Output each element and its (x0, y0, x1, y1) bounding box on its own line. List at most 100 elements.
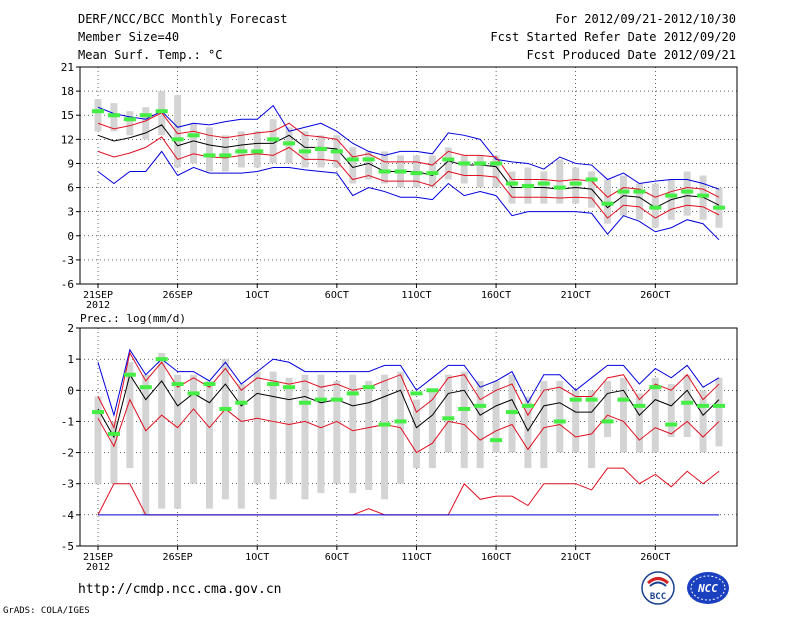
prec-median-mark (92, 410, 104, 415)
temp-std-upper-line (97, 112, 720, 198)
prec-median-mark (569, 397, 582, 402)
prec-box (444, 374, 452, 453)
prec-box (190, 374, 198, 484)
prec-box (142, 374, 150, 515)
temp-box (444, 147, 452, 180)
prec-std-lower-line (97, 398, 720, 454)
prec-xtick-label: 11OCT (401, 552, 431, 563)
chart-title: DERF/NCC/BCC Monthly Forecast (78, 12, 288, 26)
prec-ytick-label: -3 (61, 478, 74, 491)
prec-box (715, 377, 723, 447)
temp-box (253, 131, 261, 168)
prec-median-mark (506, 410, 518, 415)
temp-median-mark (139, 113, 152, 118)
prec-median-mark (697, 403, 710, 408)
temp-median-mark (283, 141, 296, 146)
prec-median-mark (474, 403, 487, 408)
temp-ytick-label: 3 (67, 206, 74, 219)
prec-box (540, 380, 548, 469)
prec-ytick-label: -4 (61, 509, 75, 522)
temp-median-mark (92, 109, 104, 114)
prec-ytick-label: 0 (67, 384, 74, 397)
temp-median-mark (490, 161, 503, 166)
temp-xtick-label: 16OCT (481, 290, 511, 301)
temp-median-mark (633, 189, 646, 194)
temp-box (126, 111, 134, 136)
temp-box (190, 123, 198, 164)
prec-xtick-label: 26SEP (163, 552, 193, 563)
temp-median-mark (330, 149, 343, 154)
prec-box (365, 380, 373, 490)
prec-median-mark (267, 382, 280, 387)
temp-frame (79, 66, 738, 285)
prec-median-mark (362, 385, 375, 390)
prec-median-mark (203, 382, 216, 387)
temp-median-mark (617, 189, 630, 194)
prec-box (635, 393, 643, 453)
prec-box (619, 377, 627, 453)
temp-box (94, 99, 102, 132)
prec-xtick-label: 26OCT (640, 552, 670, 563)
temp-median-mark (219, 153, 232, 158)
prec-median-mark (713, 403, 725, 408)
prec-median-mark (394, 419, 407, 424)
prec-box (683, 374, 691, 437)
temp-median-mark (458, 161, 471, 166)
source-url[interactable]: http://cmdp.ncc.cma.gov.cn (78, 582, 282, 597)
prec-box (301, 374, 309, 500)
prec-median-mark (490, 438, 503, 443)
prec-median-mark (617, 397, 630, 402)
prec-median-mark (426, 388, 439, 393)
temp-ytick-label: -3 (61, 254, 74, 267)
temp-box (604, 179, 612, 224)
prec-box (381, 374, 389, 500)
prec-box (110, 421, 118, 484)
temp-xtick-label: 21OCT (561, 290, 591, 301)
temp-median-mark (155, 109, 168, 114)
temp-median-mark (203, 153, 216, 158)
temp-median-mark (346, 157, 359, 162)
variable-label: Mean Surf. Temp.: °C (78, 48, 223, 62)
temp-box (492, 155, 500, 188)
temp-median-mark (601, 201, 614, 206)
prec-box (317, 374, 325, 494)
prec-median-mark (123, 372, 136, 377)
prec-year-label: 2012 (86, 562, 110, 573)
temp-ytick-label: 0 (67, 230, 74, 243)
temp-median-mark (107, 113, 120, 118)
prec-median-mark (665, 422, 678, 427)
temp-xtick-label: 26SEP (163, 290, 193, 301)
temp-median-mark (521, 183, 534, 188)
prec-median-mark (155, 357, 168, 362)
temp-median-mark (123, 117, 136, 122)
forecast-period: For 2012/09/21-2012/10/30 (555, 12, 736, 26)
temp-box (142, 107, 150, 140)
temp-median-mark (713, 205, 725, 210)
prec-box (205, 380, 213, 509)
temp-median-mark (506, 181, 518, 186)
prec-box (94, 396, 102, 484)
temp-median-mark (251, 149, 264, 154)
prec-box (460, 371, 468, 469)
prec-xtick-label: 6OCT (325, 552, 349, 563)
temp-box (301, 131, 309, 168)
prec-box (126, 362, 134, 469)
prec-median-mark (410, 391, 423, 396)
prec-median-mark (330, 397, 343, 402)
temp-median-mark (665, 193, 678, 198)
prec-median-mark (378, 422, 391, 427)
prec-box (667, 384, 675, 437)
temp-xtick-label: 6OCT (325, 290, 349, 301)
prec-box (572, 390, 580, 453)
temp-median-mark (314, 146, 327, 151)
temp-box (349, 147, 357, 184)
temp-box (110, 103, 118, 132)
prec-median-mark (458, 406, 471, 411)
prec-xtick-label: 21OCT (561, 552, 591, 563)
prec-median-mark (585, 397, 598, 402)
temp-mean-line (97, 124, 720, 209)
temp-box (317, 135, 325, 168)
temp-median-mark (553, 185, 566, 190)
temp-box (269, 119, 277, 164)
